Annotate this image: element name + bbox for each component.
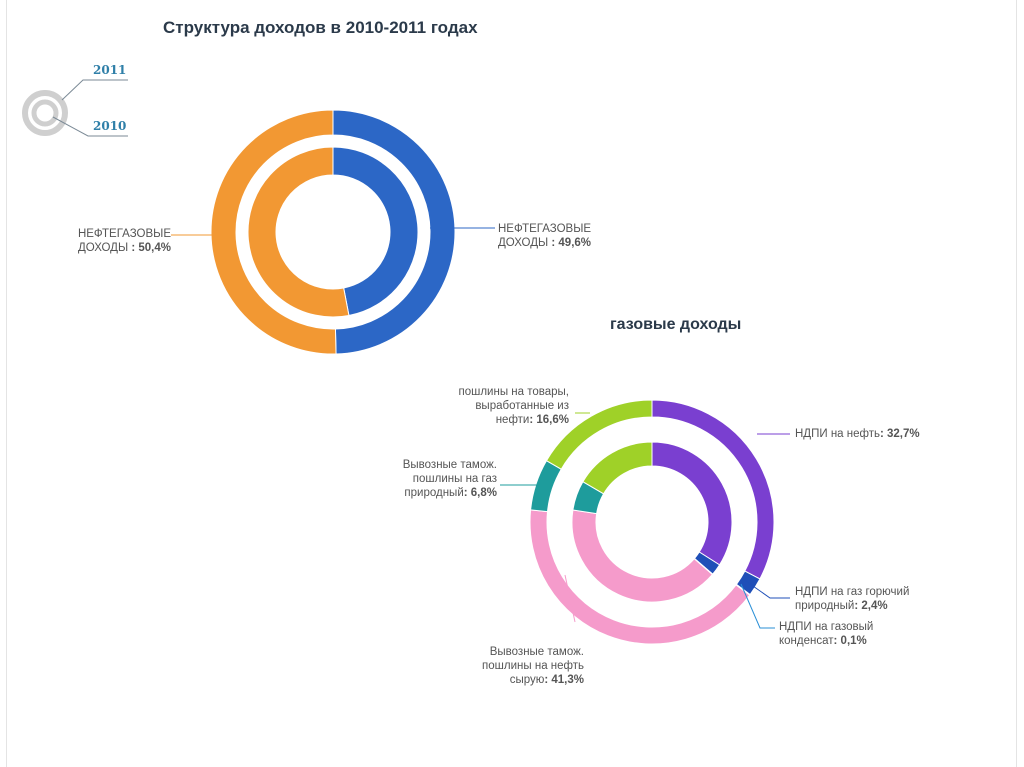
label-ndpi-gas: НДПИ на газ горючий природный: 2,4% — [795, 585, 909, 613]
gas-chart-subtitle: газовые доходы — [610, 316, 742, 333]
legend-label-2011: 2011 — [93, 63, 127, 77]
label-ndpi-condensate: НДПИ на газовый конденсат: 0,1% — [779, 620, 873, 648]
year-legend — [22, 79, 128, 137]
income-outer-slice-0 — [332, 109, 456, 355]
label-non-oil-gas-line1: НЕФТЕГАЗОВЫЕ — [498, 223, 592, 235]
gas-income-donut — [529, 399, 775, 645]
label-oil-gas-line1: НЕФТЕГАЗОВЫЕ — [77, 228, 171, 240]
frame-line-left — [6, 0, 7, 767]
label-ndpi-gas-line1: НДПИ на газ горючий — [795, 586, 910, 598]
gas-inner-slice-3 — [571, 509, 714, 603]
label-export-gas: Вывозные тамож. пошлины на газ природный… — [403, 458, 497, 500]
income-inner-slice-1 — [247, 146, 350, 318]
label-non-oil-gas-line2: ДОХОДЫ — [498, 237, 549, 249]
gas-inner-slice-0 — [651, 441, 733, 566]
label-export-goods-line2: выработанные из — [475, 400, 569, 412]
legend-leader-2010 — [52, 116, 128, 137]
label-non-oil-gas: НЕФТЕГАЗОВЫЕ ДОХОДЫ : 49,6% — [498, 222, 591, 250]
label-export-goods-line1: пошлины на товары, — [458, 386, 569, 398]
legend-ring-outer — [22, 90, 68, 136]
label-ndpi-gas-line2: природный — [795, 600, 855, 612]
legend-ring-inner — [31, 99, 59, 127]
label-ndpi-condensate-value: : 0,1% — [833, 635, 867, 647]
gas-outer-slice-4 — [530, 459, 562, 513]
label-export-oil-line1: Вывозные тамож. — [489, 646, 584, 658]
leader-export-oil — [564, 574, 576, 623]
gas-outer-slice-5 — [545, 399, 653, 470]
label-leaders — [171, 227, 790, 629]
label-oil-gas-line2: ДОХОДЫ — [77, 242, 129, 254]
label-export-gas-line3: природный — [404, 487, 464, 499]
label-export-goods: пошлины на товары, выработанные из нефти… — [458, 385, 569, 427]
leader-ndpi-gas — [742, 578, 790, 599]
label-export-gas-line1: Вывозные тамож. — [402, 459, 497, 471]
label-ndpi-oil-line1: НДПИ на нефть — [795, 428, 880, 440]
label-export-gas-line2: пошлины на газ — [412, 473, 497, 485]
label-non-oil-gas-value: : 49,6% — [551, 237, 592, 249]
legend-label-2010: 2010 — [93, 119, 127, 133]
income-inner-slice-0 — [332, 146, 419, 317]
label-export-oil-value: : 41,3% — [544, 674, 584, 686]
label-export-goods-line3: нефти — [495, 414, 530, 426]
legend-leader-2011 — [61, 79, 128, 101]
label-export-goods-value: : 16,6% — [529, 414, 569, 426]
chart-title: Структура доходов в 2010-2011 годах — [163, 18, 478, 37]
label-export-gas-value: : 6,8% — [463, 487, 497, 499]
gas-inner-slice-5 — [582, 441, 653, 495]
label-ndpi-condensate-line2: конденсат — [779, 635, 834, 647]
label-oil-gas-value: : 50,4% — [131, 242, 171, 254]
label-export-oil-line2: пошлины на нефть — [482, 660, 584, 672]
income-structure-donut — [210, 109, 456, 355]
label-export-oil: Вывозные тамож. пошлины на нефть сырую: … — [482, 645, 584, 687]
label-ndpi-gas-value: : 2,4% — [854, 600, 888, 612]
label-ndpi-oil: НДПИ на нефть: 32,7% — [795, 427, 920, 441]
income-outer-slice-1 — [210, 109, 337, 355]
leader-ndpi-condensate — [740, 583, 775, 629]
label-oil-gas: НЕФТЕГАЗОВЫЕ ДОХОДЫ : 50,4% — [78, 227, 171, 255]
label-export-oil-line3: сырую — [509, 674, 545, 686]
label-ndpi-condensate-line1: НДПИ на газовый — [779, 621, 874, 633]
label-ndpi-oil-value: : 32,7% — [879, 428, 920, 440]
frame-line-right — [1016, 0, 1017, 767]
